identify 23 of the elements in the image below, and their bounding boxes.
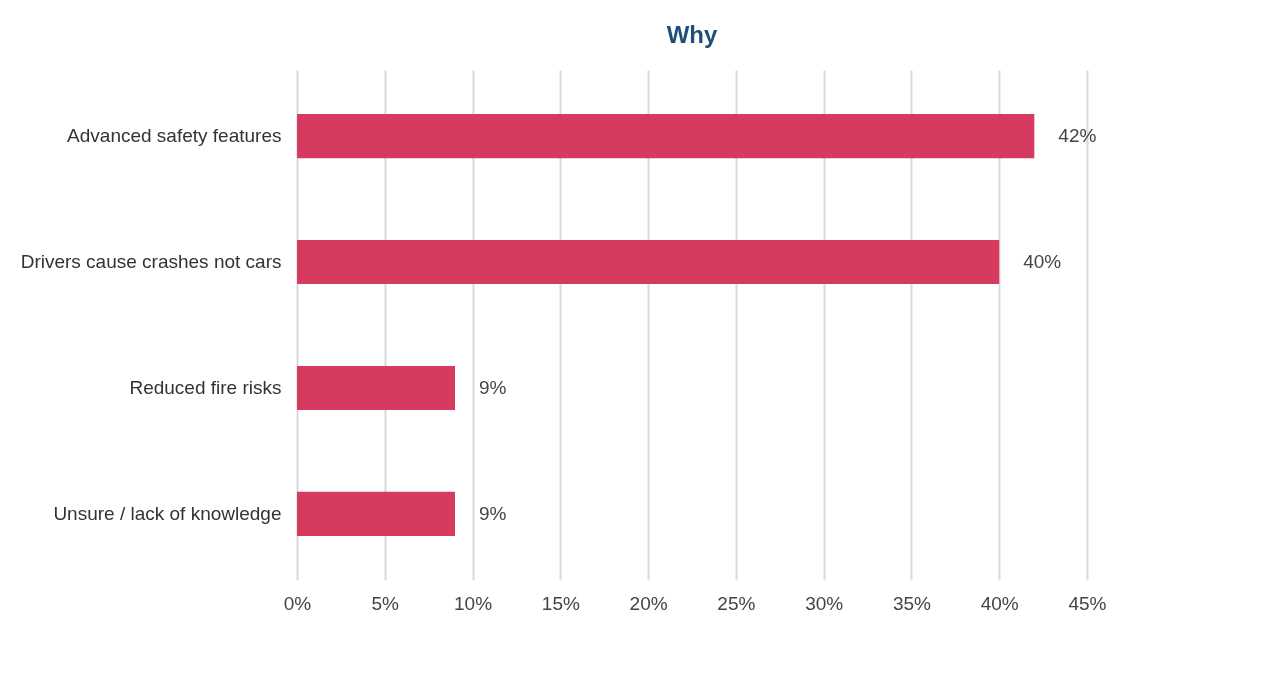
bar [297, 240, 1000, 285]
chart-title: Why [666, 21, 718, 48]
x-tick-label: 20% [629, 592, 668, 614]
x-tick-label: 15% [541, 592, 580, 614]
x-tick-label: 30% [805, 592, 844, 614]
y-tick-label: Drivers cause crashes not cars [20, 251, 282, 273]
x-tick-label: 10% [454, 592, 493, 614]
x-tick-label: 35% [892, 592, 932, 614]
x-tick-label: 45% [1068, 592, 1107, 614]
bar [297, 491, 455, 536]
data-label: 40% [1023, 251, 1062, 273]
data-label: 9% [479, 376, 507, 398]
y-tick-label: Unsure / lack of knowledge [53, 502, 282, 524]
bar [297, 365, 455, 410]
x-tick-label: 40% [980, 592, 1019, 614]
y-tick-label: Reduced fire risks [129, 376, 282, 398]
x-tick-label: 0% [283, 592, 312, 614]
x-tick-label: 25% [717, 592, 756, 614]
x-tick-label: 5% [371, 592, 400, 614]
data-label: 9% [479, 502, 507, 524]
data-label: 42% [1058, 125, 1097, 147]
y-tick-label: Advanced safety features [67, 125, 282, 147]
bar [297, 114, 1035, 159]
